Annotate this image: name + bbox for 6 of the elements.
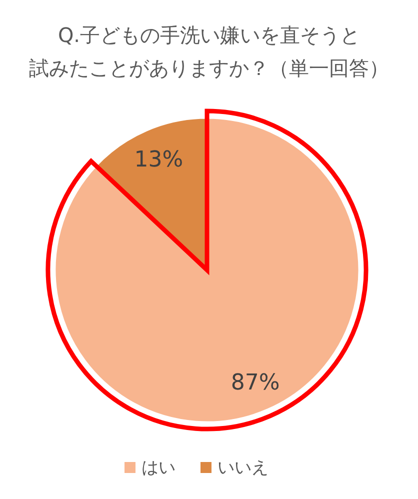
data-label: 13% <box>134 147 184 172</box>
legend-label: いいえ <box>218 458 268 478</box>
chart-subtitle: 試みたことがありますか？（単一回答） <box>29 56 389 80</box>
chart-title: Q.子どもの手洗い嫌いを直そうと <box>58 23 360 47</box>
legend-label: はい <box>142 458 176 478</box>
data-label: 87% <box>230 370 280 396</box>
